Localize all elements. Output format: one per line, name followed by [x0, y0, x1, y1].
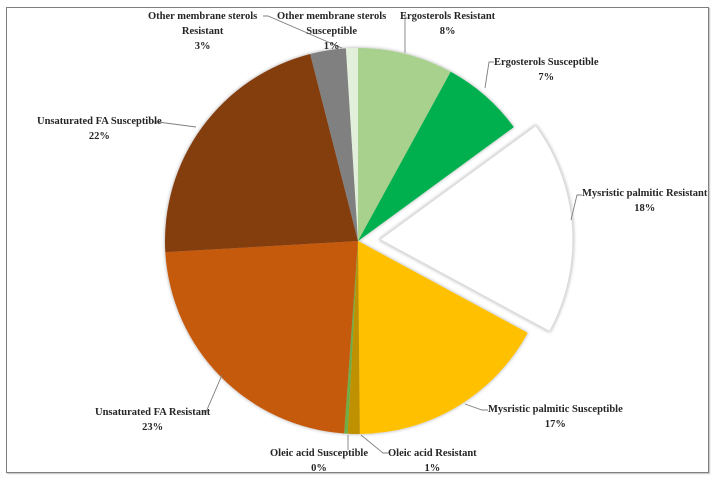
pie-slice-ergosterols-susceptible [358, 71, 514, 241]
label-percent: 1% [323, 41, 340, 52]
label-percent: 7% [538, 72, 555, 83]
leader-line-ufa-res [202, 374, 223, 413]
leader-line-ufa-sus [152, 121, 197, 128]
label-ergosterols-susceptible: Ergosterols Susceptible 7% [494, 55, 599, 85]
label-mysristic-palmitic-resistant: Mysristic palmitic Resistant 18% [582, 186, 707, 216]
leader-line-myr-res [570, 194, 582, 221]
label-percent: 8% [439, 26, 456, 37]
leader-line-myr-sus [464, 403, 488, 411]
label-unsaturated-fa-resistant: Unsaturated FA Resistant 23% [95, 405, 210, 435]
label-text: Other membrane sterols [148, 11, 258, 22]
leader-line-oms-res [263, 15, 343, 49]
pie-slice-oleic-acid-resistant [347, 241, 360, 434]
pie-slice-mysristic-palmitic-resistant [379, 124, 574, 333]
label-percent: 17% [544, 419, 566, 430]
label-ergosterols-resistant: Ergosterols Resistant 8% [400, 9, 495, 39]
label-text: Ergosterols Susceptible [494, 57, 599, 68]
label-percent: 1% [424, 463, 441, 474]
label-text: Ergosterols Resistant [400, 11, 496, 22]
label-text: Unsaturated FA Susceptible [37, 116, 162, 127]
label-percent: 3% [194, 41, 211, 52]
label-text: Mysristic palmitic Susceptible [488, 404, 623, 415]
label-percent: 22% [88, 131, 110, 142]
label-text: Oleic acid Resistant [388, 448, 477, 459]
pie-slice-mysristic-palmitic-susceptible [358, 241, 528, 434]
pie-slice-unsaturated-fa-resistant [165, 241, 358, 434]
label-text: Oleic acid Susceptible [270, 448, 368, 459]
label-mysristic-palmitic-susceptible: Mysristic palmitic Susceptible 17% [488, 402, 623, 432]
label-text-2: Susceptible [306, 26, 358, 37]
label-other-membrane-sterols-susceptible: Other membrane sterols Susceptible 1% [277, 9, 386, 54]
leader-line-ergo-sus [484, 61, 494, 89]
pie-slice-oleic-acid-susceptible [344, 241, 358, 434]
label-percent: 23% [142, 422, 164, 433]
label-other-membrane-sterols-resistant: Other membrane sterols Resistant 3% [148, 9, 257, 54]
label-unsaturated-fa-susceptible: Unsaturated FA Susceptible 22% [37, 114, 162, 144]
label-text: Mysristic palmitic Resistant [582, 188, 708, 199]
label-percent: 18% [634, 203, 656, 214]
label-percent: 0% [311, 463, 327, 474]
label-oleic-acid-resistant: Oleic acid Resistant 1% [388, 446, 477, 476]
chart-frame [6, 7, 709, 473]
label-text: Other membrane sterols [277, 11, 387, 22]
label-text: Unsaturated FA Resistant [95, 407, 211, 418]
pie-slice-unsaturated-fa-susceptible [165, 54, 358, 253]
pie-slice-other-membrane-sterols-susceptible [345, 48, 358, 241]
pie-slice-ergosterols-resistant [358, 48, 451, 241]
pie-slice-other-membrane-sterols-resistant [310, 48, 358, 241]
leader-line-ole-res [360, 434, 388, 454]
label-oleic-acid-susceptible: Oleic acid Susceptible 0% [270, 446, 368, 476]
label-text-2: Resistant [181, 26, 224, 37]
